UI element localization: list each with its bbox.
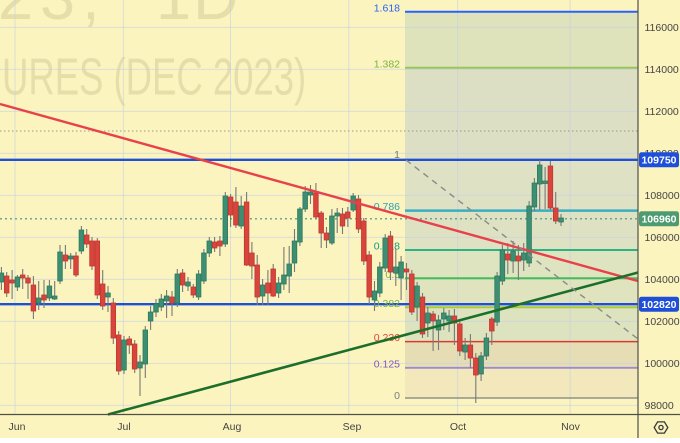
svg-text:URES (DEC 2023): URES (DEC 2023): [2, 48, 306, 106]
svg-text:Jun: Jun: [9, 421, 26, 433]
svg-text:100000: 100000: [645, 358, 680, 370]
svg-text:Oct: Oct: [450, 421, 466, 433]
svg-text:Aug: Aug: [223, 421, 242, 433]
svg-text:112000: 112000: [645, 106, 679, 118]
svg-text:106960: 106960: [641, 214, 676, 226]
svg-text:116000: 116000: [645, 22, 679, 34]
svg-text:0.382: 0.382: [374, 298, 400, 310]
svg-text:104000: 104000: [645, 274, 680, 286]
svg-text:98000: 98000: [645, 400, 674, 412]
svg-text:1.382: 1.382: [374, 58, 400, 70]
svg-text:1.618: 1.618: [374, 2, 400, 14]
svg-text:23,: 23,: [0, 0, 107, 33]
svg-text:108000: 108000: [645, 190, 680, 202]
svg-text:114000: 114000: [645, 64, 679, 76]
svg-text:0: 0: [394, 390, 400, 402]
svg-text:Sep: Sep: [343, 421, 362, 433]
svg-text:102000: 102000: [645, 316, 680, 328]
svg-text:0.125: 0.125: [374, 358, 400, 370]
svg-text:102820: 102820: [641, 299, 676, 311]
svg-text:Nov: Nov: [561, 421, 580, 433]
svg-text:1D: 1D: [156, 0, 241, 33]
svg-text:Jul: Jul: [117, 421, 130, 433]
svg-text:106000: 106000: [645, 232, 680, 244]
svg-text:109750: 109750: [641, 155, 676, 167]
svg-text:1: 1: [394, 149, 400, 161]
